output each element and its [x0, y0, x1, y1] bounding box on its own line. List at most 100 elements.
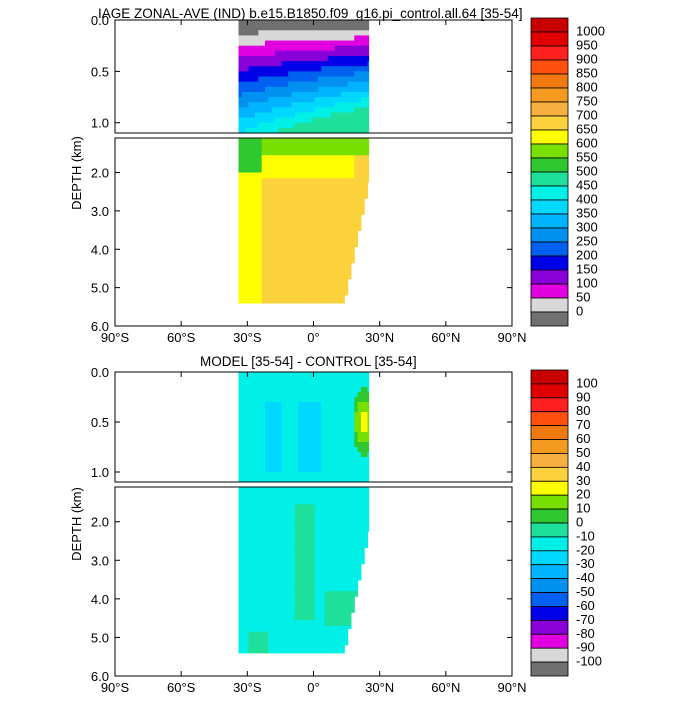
chart1-cell: [364, 107, 369, 113]
chart2-cell: [278, 442, 283, 448]
chart2-cell: [284, 467, 289, 473]
chart2-cell: [294, 472, 299, 478]
chart1-cell: [317, 112, 322, 119]
chart2-cell: [317, 407, 322, 413]
chart2-cell: [331, 643, 335, 650]
chart2-cell: [301, 649, 306, 654]
chart1-cell: [307, 230, 312, 237]
chart2-cell: [281, 407, 286, 413]
chart1-cell: [347, 20, 352, 26]
chart2-cell: [258, 462, 263, 468]
chart2-cell: [354, 422, 359, 428]
chart2-cell: [278, 568, 283, 575]
chart2-cell: [317, 397, 322, 403]
chart1-cell: [274, 235, 279, 243]
chart2-cell: [321, 377, 326, 383]
chart1-cell: [258, 25, 263, 31]
chart1-cell: [288, 55, 292, 62]
chart1-cell: [324, 161, 329, 168]
chart2-cell: [271, 452, 276, 458]
chart1-cell: [331, 61, 335, 67]
chart1-cell: [258, 50, 263, 57]
chart1-cell: [337, 212, 342, 220]
chart1-cell: [321, 207, 326, 214]
chart1-cell: [364, 55, 369, 62]
chart2-cell: [291, 521, 296, 528]
chart1-cell: [347, 86, 352, 93]
chart2-cell: [281, 392, 286, 398]
chart2-plot: 90°S 60°S 30°S 0° 30°N 60°N 90°N0.00.51.02.03.…: [91, 365, 527, 695]
chart2-cell: [268, 515, 273, 523]
chart2-cell: [350, 585, 355, 592]
chart1-cell: [301, 149, 306, 156]
chart2-cell: [307, 556, 312, 563]
chart2-cell: [347, 539, 352, 546]
chart1-cell: [298, 155, 302, 162]
chart1-cell: [360, 107, 365, 113]
chart2-cell: [317, 477, 322, 483]
chart1-cell: [251, 224, 256, 231]
chart2-cell: [238, 422, 243, 428]
chart2-cell: [288, 467, 292, 473]
chart2-cell: [324, 382, 329, 388]
chart2-cell: [238, 437, 243, 443]
chart1-cell: [291, 241, 296, 248]
chart1-cell: [241, 66, 246, 72]
chart1-cell: [367, 55, 370, 62]
chart1-cell: [341, 230, 345, 237]
chart1-cell: [248, 270, 253, 277]
chart2-cell: [261, 643, 266, 650]
chart1-cell: [281, 112, 286, 119]
chart2-cell: [238, 573, 243, 581]
chart2-cell: [291, 585, 296, 592]
chart2-cell: [341, 477, 345, 483]
chart1-cell: [268, 91, 273, 98]
chart2-cell: [241, 544, 246, 552]
chart1-cell: [331, 71, 335, 77]
chart2-cell: [261, 585, 266, 592]
chart2-cell: [317, 550, 322, 557]
chart2-cell: [301, 417, 306, 423]
chart2-cell: [241, 637, 246, 644]
chart2-cell: [251, 472, 256, 478]
chart2-cell: [271, 498, 276, 505]
chart2-cell: [278, 498, 283, 505]
chart2-colorbar-label: 70: [576, 417, 590, 432]
chart1-cell: [331, 258, 335, 266]
chart1-cell: [294, 161, 299, 168]
chart1-cell: [364, 20, 369, 26]
chart2-cell: [327, 521, 332, 528]
chart1-cell: [258, 172, 263, 179]
chart1-cell: [274, 264, 279, 271]
chart1-cell: [268, 66, 273, 72]
chart2-cell: [314, 585, 319, 592]
chart1-cell: [281, 270, 286, 277]
chart1-cell: [334, 133, 339, 145]
chart1-cell: [278, 30, 283, 36]
chart2-cell: [367, 372, 370, 378]
chart1-cell: [334, 184, 339, 191]
chart2-cell: [268, 608, 273, 615]
chart1-cell: [245, 66, 249, 72]
chart1-cell: [294, 76, 299, 83]
chart2-cell: [268, 539, 273, 546]
chart2-cell: [288, 579, 292, 586]
chart1-cell: [298, 149, 302, 156]
chart1-cell: [294, 207, 299, 214]
chart2-cell: [258, 447, 263, 453]
chart2-cell: [268, 442, 273, 448]
chart2-cell: [294, 457, 299, 463]
chart2-cell: [327, 382, 332, 388]
chart2-cell: [284, 447, 289, 453]
chart2-cell: [360, 397, 365, 403]
chart2-cell: [304, 625, 309, 633]
chart1-cell: [288, 61, 292, 67]
chart1-cell: [357, 122, 362, 129]
chart1-cell: [331, 195, 335, 202]
chart2-cell: [357, 432, 362, 438]
chart1-cell: [241, 107, 246, 113]
chart1-cell: [281, 86, 286, 93]
chart2-colorbar-label: 100: [576, 375, 598, 390]
chart1-cell: [314, 86, 319, 93]
chart1-cell: [317, 91, 322, 98]
